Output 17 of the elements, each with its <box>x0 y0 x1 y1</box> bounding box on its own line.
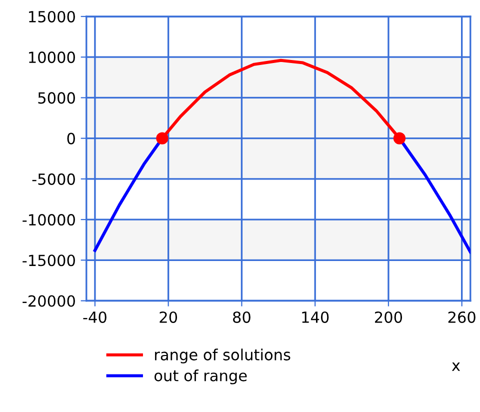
x-tick-label: 260 <box>448 311 476 324</box>
x-tick-label: 80 <box>233 311 250 324</box>
x-axis-title: x <box>452 362 460 371</box>
x-tick-label: 20 <box>160 311 178 324</box>
y-tick-label: 0 <box>67 132 75 144</box>
x-tick-label: -40 <box>83 311 106 324</box>
y-tick-label: -20000 <box>22 295 75 307</box>
y-tick-label: 15000 <box>29 10 75 22</box>
y-tick-label: -5000 <box>32 173 75 185</box>
y-tick-label: 10000 <box>29 52 75 64</box>
legend-label: out of range <box>154 370 247 384</box>
x-tick-label: 140 <box>302 311 329 324</box>
x-tick-label: 200 <box>375 311 402 324</box>
legend-label: range of solutions <box>155 348 290 364</box>
y-tick-label: -10000 <box>22 214 75 226</box>
y-tick-label: 5000 <box>38 92 75 104</box>
y-tick-label: -15000 <box>22 254 75 266</box>
